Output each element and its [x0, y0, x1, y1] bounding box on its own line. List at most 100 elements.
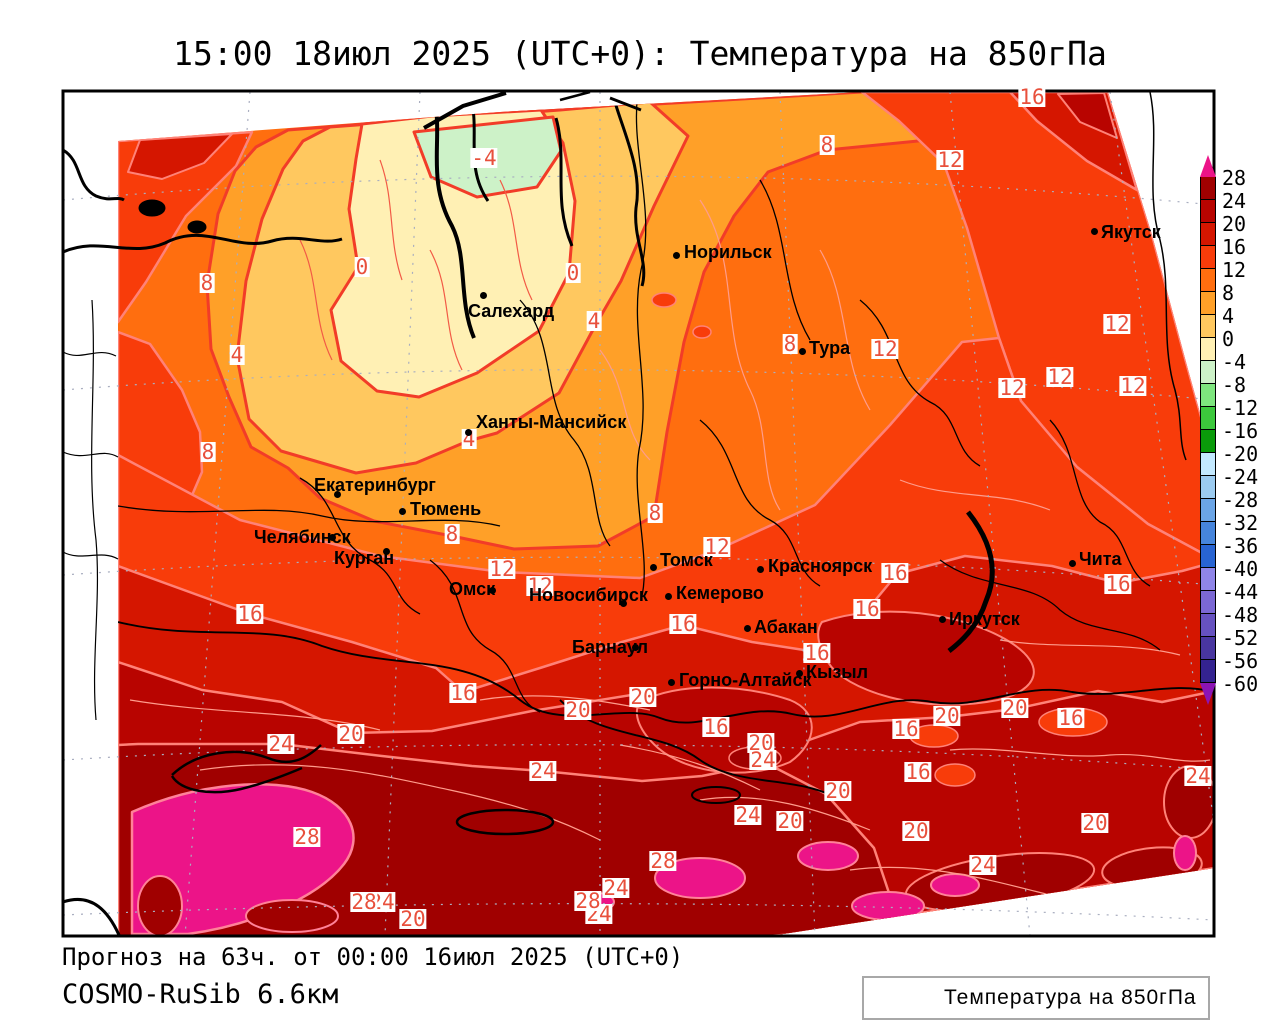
city-marker: [480, 292, 487, 299]
city-label: Новосибирск: [529, 585, 648, 605]
legend-tick: -12: [1222, 396, 1259, 420]
city-marker: [939, 616, 946, 623]
legend-cell: [1200, 315, 1216, 338]
city-label: Якутск: [1101, 222, 1161, 242]
contour-label: 16: [904, 760, 932, 784]
contour-label: 0: [565, 261, 581, 285]
legend-tick: -48: [1222, 603, 1259, 627]
legend-tick: 0: [1222, 327, 1235, 351]
color-scale-bar: [1200, 155, 1216, 705]
legend-cell: [1200, 522, 1216, 545]
city-label: Иркутск: [949, 609, 1020, 629]
legend-tick: -44: [1222, 580, 1259, 604]
legend-arrow-bottom: [1200, 683, 1216, 705]
legend-cell: [1200, 338, 1216, 361]
city-label: Горно-Алтайск: [679, 670, 812, 690]
contour-label: 20: [1081, 811, 1109, 835]
city-marker: [334, 491, 341, 498]
city-label: Екатеринбург: [314, 475, 436, 495]
legend-tick: 16: [1222, 235, 1247, 259]
contour-label: 16: [449, 681, 477, 705]
legend-tick: -24: [1222, 465, 1259, 489]
contour-label: 28: [649, 849, 677, 873]
legend-arrow-top: [1200, 155, 1216, 177]
legend-cell: [1200, 223, 1216, 246]
legend-cell: [1200, 292, 1216, 315]
legend-cell: [1200, 637, 1216, 660]
contour-label: 20: [629, 685, 657, 709]
outer-coastlines: [63, 91, 1187, 936]
city-marker: [796, 670, 803, 677]
city-marker: [329, 534, 336, 541]
city-marker: [399, 508, 406, 515]
contour-label: 12: [526, 574, 554, 598]
contour-label: 8: [200, 440, 216, 464]
legend-cell: [1200, 384, 1216, 407]
legend-tick: -20: [1222, 442, 1259, 466]
city-label: Красноярск: [768, 556, 873, 576]
city-marker: [668, 679, 675, 686]
contour-label: 20: [1001, 696, 1029, 720]
contour-label: 16: [881, 561, 909, 585]
contour-label: 12: [871, 337, 899, 361]
contour-label: 16: [803, 641, 831, 665]
city-label: Омск: [449, 579, 496, 599]
contour-label: 24: [734, 803, 762, 827]
city-marker: [620, 600, 627, 607]
city-label: Тура: [809, 338, 851, 358]
minor-contours: [129, 199, 1211, 896]
city-label: Чита: [1079, 549, 1122, 569]
model-caption: COSMO-RuSib 6.6км: [62, 979, 339, 1010]
legend-tick: 8: [1222, 281, 1235, 305]
contour-label: 8: [647, 501, 663, 525]
page-title: 15:00 18июл 2025 (UTC+0): Температура на…: [173, 34, 1107, 73]
contour-label: -4: [470, 146, 498, 170]
contour-label: 8: [782, 332, 798, 356]
contour-label: 12: [1046, 365, 1074, 389]
contour-label: 12: [703, 535, 731, 559]
legend-tick: 20: [1222, 212, 1247, 236]
city-marker: [489, 587, 496, 594]
city-marker: [665, 593, 672, 600]
contour-label: 16: [669, 612, 697, 636]
contour-label: 16: [236, 602, 264, 626]
legend-cell: [1200, 614, 1216, 637]
contour-label: 16: [892, 717, 920, 741]
contour-label: 20: [747, 731, 775, 755]
legend-cell: [1200, 568, 1216, 591]
city-marker: [744, 625, 751, 632]
legend-cell: [1200, 361, 1216, 384]
contour-label: 24: [529, 759, 557, 783]
city-label: Томск: [660, 550, 713, 570]
contour-label: 24: [267, 732, 295, 756]
contour-label: 16: [702, 715, 730, 739]
city-label: Ханты-Мансийск: [476, 412, 627, 432]
legend-cell: [1200, 476, 1216, 499]
city-marker: [1069, 560, 1076, 567]
contour-label: 16: [1104, 572, 1132, 596]
city-label: Челябинск: [254, 527, 351, 547]
legend-cell: [1200, 591, 1216, 614]
contour-label: 4: [586, 309, 602, 333]
legend-tick: -16: [1222, 419, 1259, 443]
forecast-caption: Прогноз на 63ч. от 00:00 16июл 2025 (UTC…: [62, 943, 684, 971]
contour-label: 20: [564, 698, 592, 722]
legend-cell: [1200, 200, 1216, 223]
contour-label: 16: [1057, 706, 1085, 730]
legend-tick: -40: [1222, 557, 1259, 581]
contour-label: 20: [824, 779, 852, 803]
legend-tick: -56: [1222, 649, 1259, 673]
legend-tick: 24: [1222, 189, 1247, 213]
city-marker: [632, 644, 639, 651]
city-marker: [650, 564, 657, 571]
contour-label: 16: [1018, 85, 1046, 109]
contour-label: 16: [853, 597, 881, 621]
city-label: Салехард: [468, 301, 555, 321]
legend-tick: 4: [1222, 304, 1235, 328]
city-marker: [465, 429, 472, 436]
legend-cell: [1200, 269, 1216, 292]
contour-label: 24: [749, 748, 777, 772]
city-label: Барнаул: [572, 637, 649, 657]
city-marker: [383, 548, 390, 555]
contour-label: 20: [776, 809, 804, 833]
